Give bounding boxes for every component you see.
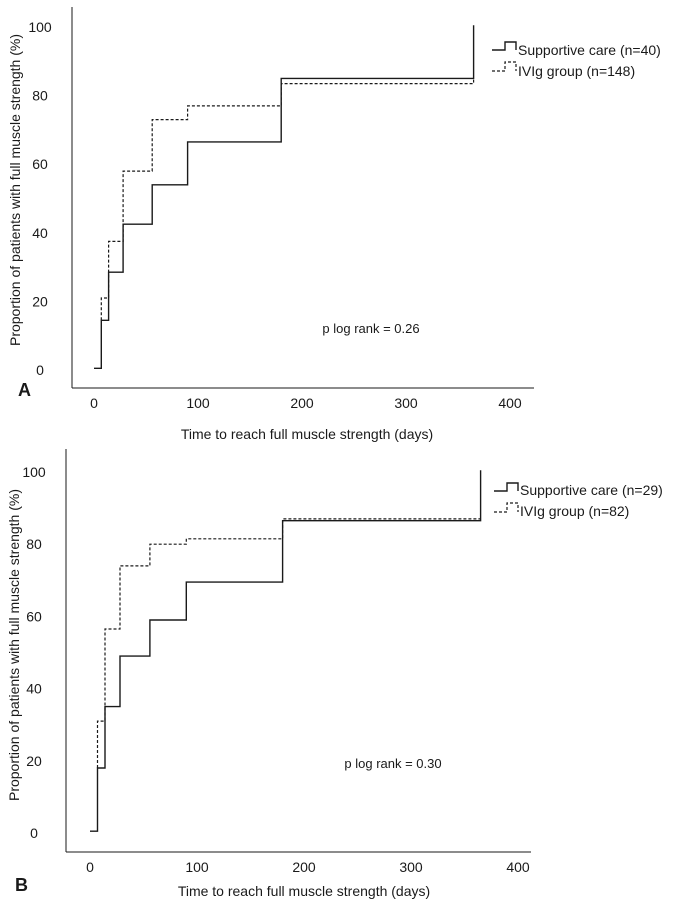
panel-a-legend-dashed-swatch [492, 61, 517, 72]
panel-a-y-tick-label: 0 [36, 362, 44, 378]
panel-b-x-tick-label: 100 [185, 859, 209, 875]
panel-a: 0 100 200 300 400 0 20 40 60 80 100 Time to reach … [7, 7, 661, 442]
panel-a-letter: A [18, 380, 31, 400]
panel-b-x-tick-label: 300 [399, 859, 423, 875]
panel-a-x-tick-label: 100 [186, 395, 210, 411]
panel-a-y-tick-label: 100 [28, 19, 52, 35]
panel-a-ylabel: Proportion of patients with full muscle … [7, 34, 23, 346]
panel-a-legend: Supportive care (n=40) IVIg group (n=148… [492, 41, 661, 79]
panel-b-x-tick-label: 200 [292, 859, 316, 875]
panel-b-x-tick-label: 400 [506, 859, 530, 875]
panel-b-y-tick-label: 0 [30, 825, 38, 841]
panel-b-axes [65, 449, 531, 853]
panel-a-legend-solid-swatch [492, 41, 517, 51]
panel-b-legend-solid-label: Supportive care (n=29) [520, 482, 663, 498]
panel-a-axes [71, 7, 534, 389]
panel-b-xlabel: Time to reach full muscle strength (days… [178, 883, 430, 899]
panel-a-x-tick-label: 200 [290, 395, 314, 411]
panel-a-ticks: 0 100 200 300 400 0 20 40 60 80 100 [28, 19, 522, 411]
panel-b-legend: Supportive care (n=29) IVIg group (n=82) [494, 482, 663, 519]
panel-a-x-tick-label: 300 [394, 395, 418, 411]
panel-b-series-ivig-line [96, 518, 481, 768]
panel-a-legend-dashed-label: IVIg group (n=148) [518, 63, 635, 79]
panel-b-y-tick-label: 60 [26, 608, 42, 624]
panel-a-y-tick-label: 20 [32, 293, 48, 309]
panel-b-legend-solid-swatch [494, 482, 519, 492]
panel-a-xlabel: Time to reach full muscle strength (days… [181, 426, 433, 442]
panel-b-y-tick-label: 20 [26, 753, 42, 769]
panel-a-series [94, 25, 475, 369]
panel-b-ylabel: Proportion of patients with full muscle … [6, 489, 22, 801]
panel-a-annotation: p log rank = 0.26 [322, 321, 419, 336]
panel-b-ticks: 0 100 200 300 400 0 20 40 60 80 100 [22, 464, 530, 875]
panel-a-y-tick-label: 80 [32, 88, 48, 104]
panel-a-y-tick-label: 40 [32, 225, 48, 241]
panel-b-letter: B [15, 875, 28, 895]
panel-b-y-tick-label: 40 [26, 681, 42, 697]
panel-a-x-tick-label: 400 [498, 395, 522, 411]
panel-b-y-tick-label: 80 [26, 536, 42, 552]
panel-a-x-tick-label: 0 [90, 395, 98, 411]
panel-b-series [90, 470, 482, 832]
panel-b: 0 100 200 300 400 0 20 40 60 80 100 Time to reach … [6, 449, 663, 899]
panel-b-legend-dashed-label: IVIg group (n=82) [520, 503, 629, 519]
panel-b-series-supportive-care-line [90, 470, 482, 832]
panel-a-series-supportive-care-line [94, 25, 475, 369]
panel-b-legend-dashed-swatch [494, 502, 519, 513]
panel-a-legend-solid-label: Supportive care (n=40) [518, 42, 661, 58]
panel-b-x-tick-label: 0 [86, 859, 94, 875]
panel-b-y-tick-label: 100 [22, 464, 46, 480]
panel-a-series-ivig-line [100, 78, 475, 321]
panel-b-annotation: p log rank = 0.30 [344, 756, 441, 771]
panel-a-y-tick-label: 60 [32, 156, 48, 172]
